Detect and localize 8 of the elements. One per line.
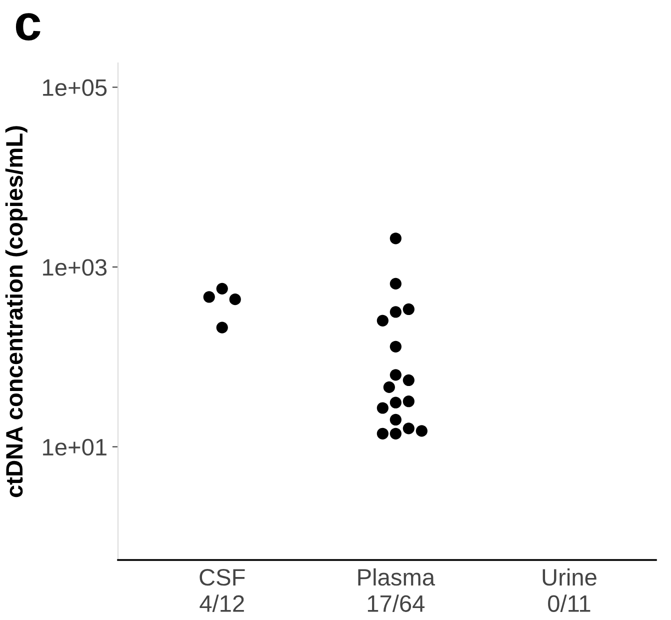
x-tick-label: Plasma 17/64 bbox=[358, 568, 436, 612]
x-tick-label: CSF 4/12 bbox=[200, 568, 245, 612]
chart-title: c bbox=[16, 13, 40, 40]
y-tick-label: 1e+05 bbox=[43, 79, 107, 96]
x-tick-label: Urine 0/11 bbox=[542, 568, 596, 612]
y-tick-label: 1e+03 bbox=[43, 259, 107, 276]
y-axis-title: ctDNA concentration (copies/mL) bbox=[5, 126, 28, 498]
y-tick-label: 1e+01 bbox=[43, 438, 106, 456]
